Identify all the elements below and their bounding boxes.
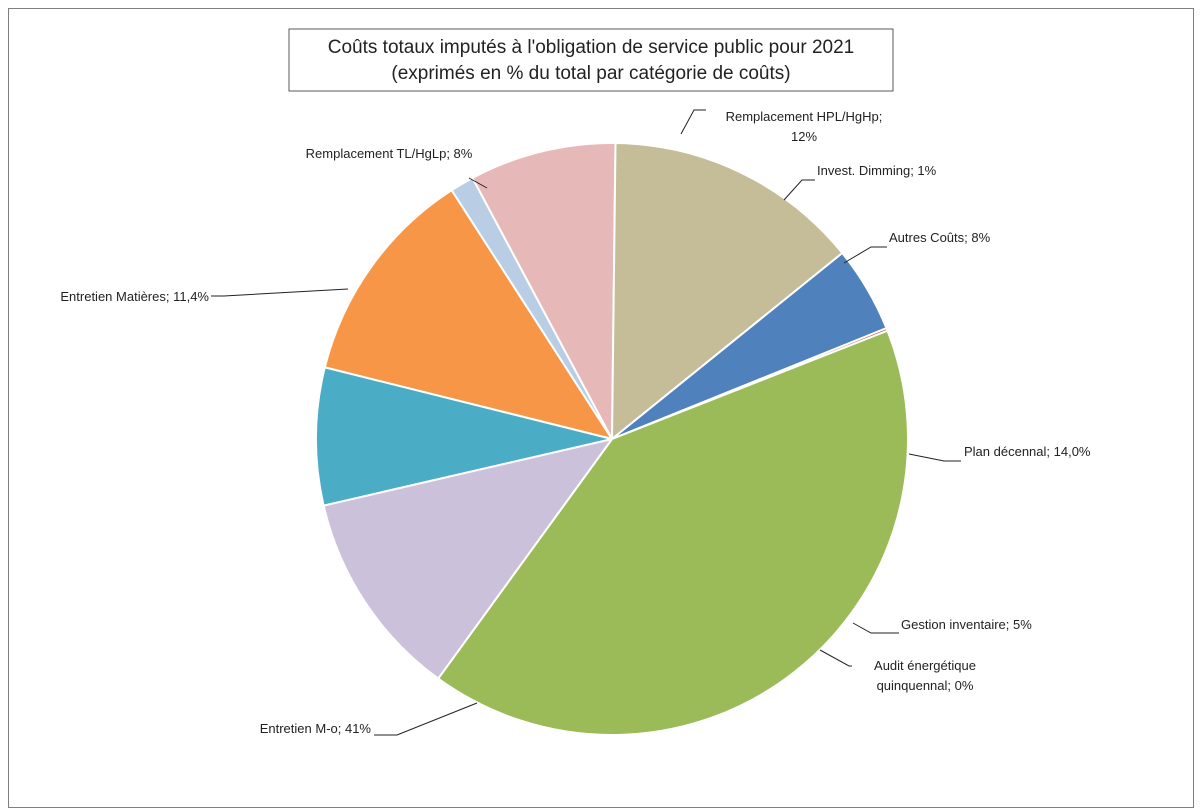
slice-label-line: Plan décennal; 14,0% xyxy=(964,444,1091,459)
leader-line xyxy=(852,622,899,634)
chart-subtitle: (exprimés en % du total par catégorie de… xyxy=(391,63,790,84)
pie-slice-autres-co-ts xyxy=(471,142,617,440)
slice-label: Gestion inventaire; 5% xyxy=(901,617,1032,632)
slice-label: Entretien M-o; 41% xyxy=(260,721,372,736)
chart-title-box: Coûts totaux imputés à l'obligation de s… xyxy=(288,28,894,92)
leader-line xyxy=(908,453,961,462)
slice-labels: Remplacement HPL/HgHp; 12% Invest. Dimming… xyxy=(60,109,1091,736)
pie-slice-plan-d-cennal xyxy=(610,142,844,442)
slice-label-line: Invest. Dimming; 1% xyxy=(817,163,937,178)
chart-area: Coûts totaux imputés à l'obligation de s… xyxy=(8,8,1194,808)
leader-lines xyxy=(211,109,961,736)
slice-label: Plan décennal; 14,0% xyxy=(964,444,1091,459)
slice-label: Remplacement TL/HgLp; 8% xyxy=(306,146,473,161)
slice-label: Audit énergétique quinquennal; 0% xyxy=(874,658,976,693)
slice-label-line: Gestion inventaire; 5% xyxy=(901,617,1032,632)
pie-slice-remplacement-hpl-hghp xyxy=(323,188,615,441)
leader-line xyxy=(374,702,478,736)
slice-label-line: 12% xyxy=(791,129,817,144)
pie-slices xyxy=(315,142,909,736)
slice-label-line: Entretien Matières; 11,4% xyxy=(60,289,209,304)
pie-chart: Coûts totaux imputés à l'obligation de s… xyxy=(60,28,1091,736)
slice-label-line: Audit énergétique xyxy=(874,658,976,673)
slice-label: Autres Coûts; 8% xyxy=(889,230,991,245)
leader-line xyxy=(819,649,852,667)
slice-label: Remplacement HPL/HgHp; 12% xyxy=(726,109,883,144)
slice-label-line: Entretien M-o; 41% xyxy=(260,721,372,736)
slice-label: Invest. Dimming; 1% xyxy=(817,163,937,178)
leader-line xyxy=(680,109,706,135)
chart-title: Coûts totaux imputés à l'obligation de s… xyxy=(328,37,854,58)
slice-label: Entretien Matières; 11,4% xyxy=(60,289,209,304)
slice-label-line: Autres Coûts; 8% xyxy=(889,230,991,245)
slice-label-line: quinquennal; 0% xyxy=(877,678,974,693)
leader-line xyxy=(843,246,887,264)
title-frame xyxy=(288,28,894,92)
leader-line xyxy=(783,179,815,201)
leader-line xyxy=(468,177,488,189)
pie-slice-remplacement-tl-hglp xyxy=(315,366,613,507)
slice-label-line: Remplacement HPL/HgHp; xyxy=(726,109,883,124)
pie-slice-entretien-m-o xyxy=(436,329,909,736)
pie-slice-entretien-mati-res xyxy=(322,437,615,680)
leader-line xyxy=(211,288,349,297)
slice-label-line: Remplacement TL/HgLp; 8% xyxy=(306,146,473,161)
